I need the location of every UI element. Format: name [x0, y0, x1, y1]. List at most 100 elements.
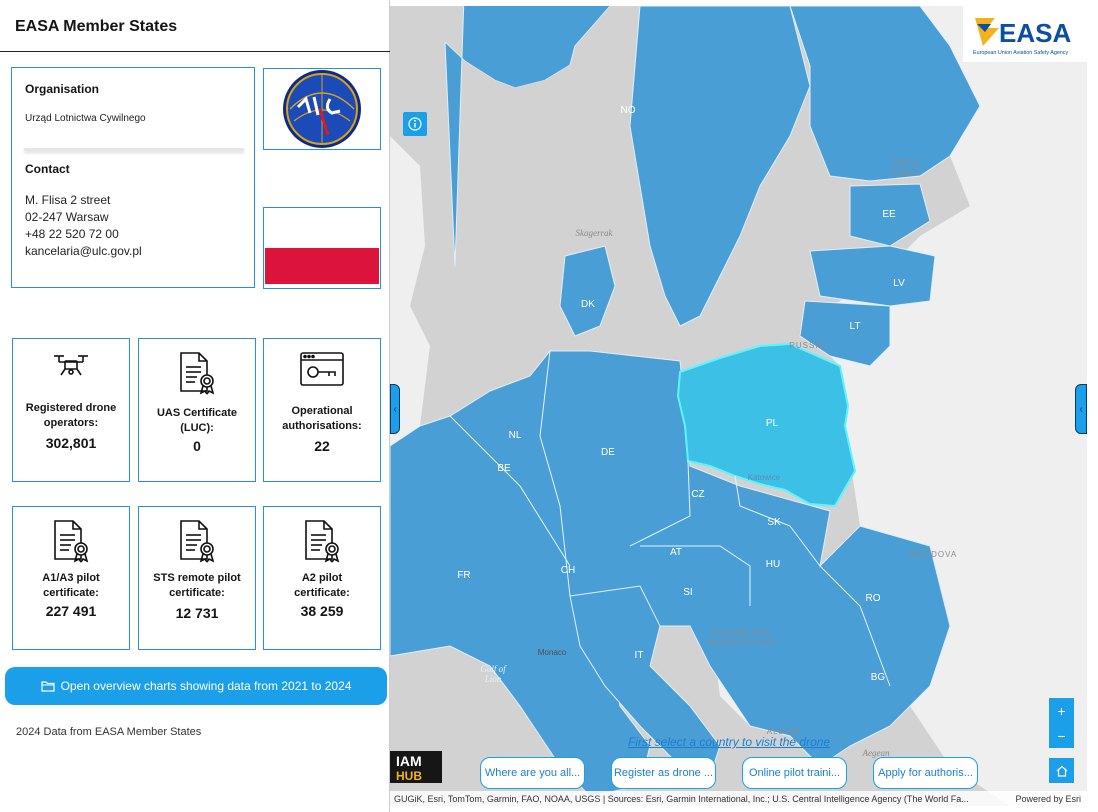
label-moldova: MOLDOVA — [911, 550, 957, 559]
country-dk — [559, 245, 616, 337]
label-gulf-finland-1: Gulf of — [892, 157, 919, 167]
label-russia: RUSSIA — [789, 341, 825, 350]
label-no: NO — [621, 105, 636, 116]
label-bg: BG — [871, 672, 886, 683]
stat-value: 302,801 — [45, 435, 97, 451]
stat-card-sts-certificate: STS remote pilot certificate: 12 731 — [138, 506, 256, 650]
stat-label: A1/A3 pilot certificate: — [42, 572, 100, 599]
label-be: BE — [497, 463, 511, 474]
zoom-controls: + − — [1049, 698, 1074, 748]
country-no — [444, 6, 611, 267]
apply-authorisation-button[interactable]: Apply for authoris... — [873, 757, 978, 789]
country-flag — [263, 207, 381, 289]
certificate-icon — [13, 519, 129, 563]
stat-card-a2-certificate: A2 pilot certificate: 38 259 — [263, 506, 381, 650]
stat-value: 22 — [314, 438, 330, 454]
label-monaco: Monaco — [538, 648, 567, 657]
register-drone-button[interactable]: Register as drone ... — [611, 757, 716, 789]
map-canvas[interactable]: NO EE LV LT DK NL BE DE PL CZ SK AT CH H… — [390, 6, 1087, 806]
iam-hub-logo[interactable]: IAM HUB — [390, 751, 442, 783]
label-aegean: Aegean — [862, 748, 890, 758]
home-icon — [1056, 765, 1067, 777]
zoom-out-button[interactable]: − — [1057, 727, 1066, 744]
sidebar-header: EASA Member States — [0, 6, 390, 52]
collapse-left-panel-button[interactable]: ‹ — [390, 384, 400, 434]
chevron-left-icon: ‹ — [1079, 403, 1083, 415]
member-states — [390, 6, 981, 797]
contact-email: kancelaria@ulc.gov.pl — [25, 244, 142, 258]
certificate-icon — [139, 519, 255, 563]
label-gulf-lion-1: Gulf of — [480, 664, 507, 674]
easa-logo-icon: EASA European Union Aviation Safety Agen… — [973, 18, 1071, 56]
country-fi — [789, 6, 981, 182]
map-attribution: GUGiK, Esri, TomTom, Garmin, FAO, NOAA, … — [390, 791, 1087, 806]
country-se — [629, 6, 811, 327]
stat-label: STS remote pilot certificate: — [153, 572, 241, 599]
online-pilot-training-button[interactable]: Online pilot traini... — [742, 757, 847, 789]
powered-by-esri[interactable]: Powered by Esri — [1015, 793, 1081, 804]
overview-charts-button[interactable]: Open overview charts showing data from 2… — [5, 667, 387, 705]
drone-icon — [13, 351, 129, 395]
ulc-logo-icon — [283, 70, 361, 148]
iam-text: IAM — [396, 753, 422, 769]
key-window-icon — [264, 351, 380, 395]
label-de: DE — [601, 447, 615, 458]
label-bosnia-2: HERZEGOVINA — [707, 638, 776, 647]
label-gulf-lion-2: Lion — [484, 674, 502, 684]
folder-icon — [40, 681, 55, 692]
place-labels: Gulf of Finland Skagerrak RUSSIA Katowic… — [480, 157, 957, 758]
country-ee — [849, 183, 931, 247]
easa-logo: EASA European Union Aviation Safety Agen… — [963, 6, 1087, 62]
flag-white-stripe — [265, 209, 379, 248]
iam-hub-icon: IAM HUB — [396, 753, 422, 783]
contact-city-line: 02-247 Warsaw — [25, 210, 109, 224]
country-labels: NO EE LV LT DK NL BE DE PL CZ SK AT CH H… — [457, 105, 905, 683]
organisation-logo-card — [263, 68, 381, 150]
label-sk: SK — [767, 517, 781, 528]
overview-button-label: Open overview charts showing data from 2… — [60, 679, 352, 693]
label-lv: LV — [893, 278, 905, 289]
label-dk: DK — [581, 299, 595, 310]
stat-label: Registered drone operators: — [25, 402, 117, 429]
zoom-in-button[interactable]: + — [1057, 702, 1066, 719]
where-are-you-button[interactable]: Where are you all... — [480, 757, 585, 789]
label-pl: PL — [766, 418, 779, 429]
label-si: SI — [683, 587, 692, 598]
label-cz: CZ — [691, 489, 704, 500]
organisation-value: Urząd Lotnictwa Cywilnego — [25, 113, 146, 124]
stat-value: 0 — [193, 438, 201, 454]
stat-card-uas-certificate: UAS Certificate (LUC): 0 — [138, 338, 256, 482]
divider — [24, 148, 244, 151]
stat-value: 227 491 — [45, 603, 97, 619]
home-button[interactable] — [1049, 758, 1074, 783]
stat-value: 38 259 — [300, 603, 344, 619]
stat-value: 12 731 — [175, 605, 219, 621]
stat-card-operational-authorisations: Operational authorisations: 22 — [263, 338, 381, 482]
contact-phone: +48 22 520 72 00 — [25, 227, 119, 241]
organisation-label: Organisation — [25, 82, 100, 96]
label-lt: LT — [850, 321, 861, 332]
easa-logo-text: EASA — [999, 18, 1071, 48]
country-lt — [799, 300, 891, 367]
borders — [449, 350, 891, 687]
label-bosnia-1: BOSNIA AND — [713, 628, 771, 637]
organisation-card: Organisation Urząd Lotnictwa Cywilnego C… — [11, 67, 255, 288]
expand-right-panel-button[interactable]: ‹ — [1075, 384, 1087, 434]
sidebar: EASA Member States Organisation Urząd Lo… — [0, 0, 390, 812]
label-it: IT — [635, 650, 644, 661]
hub-text: HUB — [396, 769, 422, 783]
flag-red-stripe — [265, 248, 379, 284]
label-skagerrak: Skagerrak — [576, 228, 614, 238]
info-button[interactable] — [403, 112, 427, 136]
map-hint-link[interactable]: First select a country to visit the dron… — [628, 735, 831, 749]
info-icon — [408, 117, 422, 131]
label-at: AT — [670, 547, 682, 558]
data-source-note: 2024 Data from EASA Member States — [16, 726, 202, 738]
label-ro: RO — [866, 593, 881, 604]
label-gulf-finland-2: Finland — [890, 167, 920, 177]
stat-label: A2 pilot certificate: — [294, 572, 350, 599]
chevron-left-icon: ‹ — [393, 403, 397, 415]
country-it — [569, 585, 721, 777]
attribution-text: GUGiK, Esri, TomTom, Garmin, FAO, NOAA, … — [394, 793, 969, 804]
map-view[interactable]: NO EE LV LT DK NL BE DE PL CZ SK AT CH H… — [390, 6, 1087, 806]
